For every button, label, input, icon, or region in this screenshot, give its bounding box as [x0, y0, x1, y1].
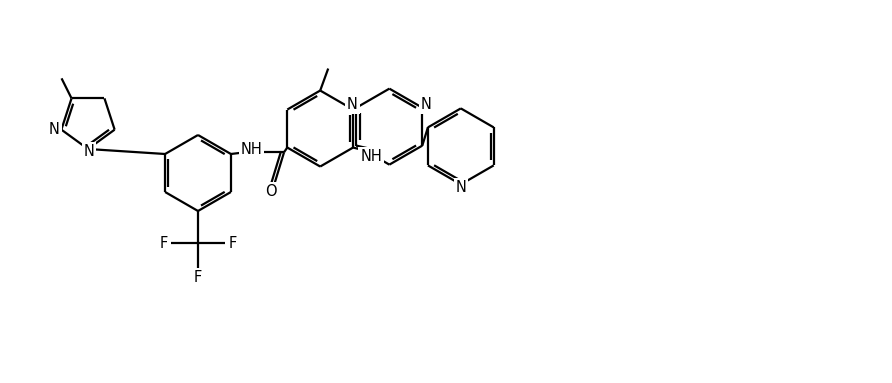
Text: F: F: [160, 236, 168, 251]
Text: N: N: [456, 180, 467, 195]
Text: N: N: [84, 144, 95, 159]
Text: N: N: [49, 122, 60, 137]
Text: O: O: [265, 184, 277, 199]
Text: F: F: [228, 236, 236, 251]
Text: N: N: [347, 97, 358, 112]
Text: NH: NH: [241, 142, 262, 157]
Text: F: F: [194, 270, 202, 285]
Text: N: N: [421, 97, 432, 112]
Text: NH: NH: [360, 149, 382, 164]
